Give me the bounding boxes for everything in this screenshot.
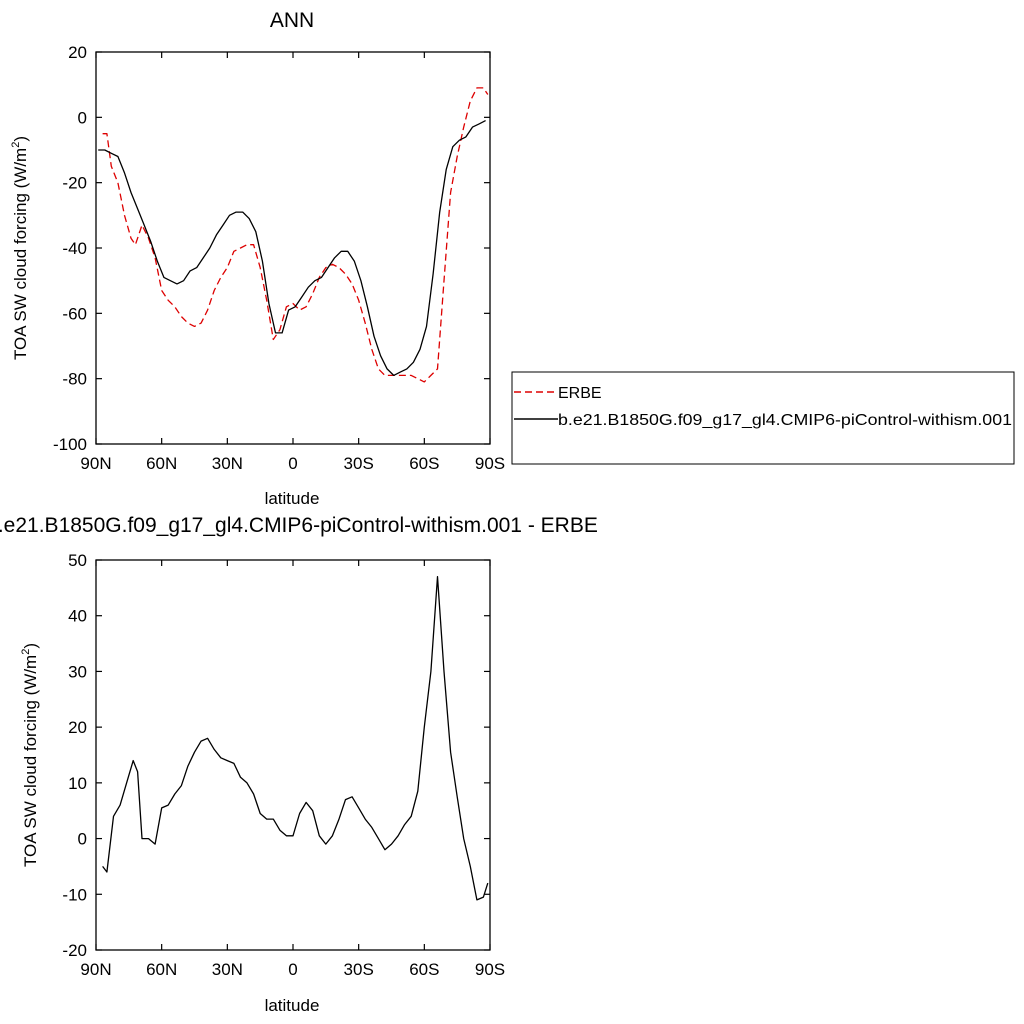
top-x-tick-label: 90N	[80, 454, 111, 473]
top-y-tick-label: -40	[62, 239, 87, 258]
bottom-y-tick-label: 30	[68, 662, 87, 681]
bottom-series-layer	[102, 576, 489, 901]
top-y-axis-label-exponent: 2	[10, 142, 22, 148]
bottom-y-axis-label: TOA SW cloud forcing (W/m2)	[20, 643, 40, 867]
top-y-tick-label: -60	[62, 304, 87, 323]
top-panel: ANN 90N 60N 30N 0 30S 60S 90S 20 0 -20 -40 -60 -80 -1…	[10, 9, 505, 508]
bottom-y-tick-label: -10	[62, 885, 87, 904]
legend-label-erbe: ERBE	[558, 385, 602, 402]
bottom-x-tick-label: 30N	[212, 960, 243, 979]
bottom-series-line-model	[102, 576, 489, 901]
bottom-plot-frame	[95, 559, 491, 951]
bottom-y-tick-label: 50	[68, 551, 87, 570]
top-y-tick-label: -80	[62, 370, 87, 389]
top-x-tick-label: 60S	[409, 454, 439, 473]
top-y-axis-label: TOA SW cloud forcing (W/m2)	[10, 136, 30, 360]
top-x-tick-label: 90S	[475, 454, 505, 473]
top-series-line-model	[98, 120, 486, 377]
bottom-chart-title: b.e21.B1850G.f09_g17_gl4.CMIP6-piControl…	[0, 514, 598, 537]
bottom-x-tick-label: 60N	[146, 960, 177, 979]
top-y-tick-label: -20	[62, 174, 87, 193]
top-chart-title: ANN	[270, 9, 314, 32]
top-x-axis-label: latitude	[265, 489, 320, 508]
bottom-y-tick-label: 20	[68, 718, 87, 737]
top-y-tick-label: 20	[68, 43, 87, 62]
bottom-y-axis-label-main: TOA SW cloud forcing (W/m	[21, 655, 40, 867]
bottom-y-axis-label-close: )	[21, 643, 40, 649]
bottom-y-tick-label: 0	[78, 830, 87, 849]
top-series-layer	[98, 87, 489, 383]
top-x-tick-label: 60N	[146, 454, 177, 473]
bottom-panel: b.e21.B1850G.f09_g17_gl4.CMIP6-piControl…	[0, 514, 598, 1015]
bottom-x-axis-label: latitude	[265, 996, 320, 1015]
legend-label-model: b.e21.B1850G.f09_g17_gl4.CMIP6-piControl…	[558, 412, 1012, 429]
top-y-axis-label-main: TOA SW cloud forcing (W/m	[11, 148, 30, 360]
bottom-y-tick-label: 40	[68, 607, 87, 626]
top-y-axis-label-close: )	[11, 136, 30, 142]
top-x-tick-label: 0	[288, 454, 297, 473]
bottom-x-tick-label: 60S	[409, 960, 439, 979]
legend-box	[511, 371, 1015, 465]
legend: ERBE b.e21.B1850G.f09_g17_gl4.CMIP6-piCo…	[511, 371, 1015, 465]
bottom-y-tick-label: 10	[68, 774, 87, 793]
top-series-line-erbe	[102, 87, 489, 383]
top-plot-frame	[95, 51, 491, 445]
top-x-tick-label: 30N	[212, 454, 243, 473]
bottom-y-tick-label: -20	[62, 941, 87, 960]
bottom-x-tick-label: 90N	[80, 960, 111, 979]
top-y-tick-label: -100	[53, 435, 87, 454]
top-x-tick-label: 30S	[344, 454, 374, 473]
bottom-axis-ticks: 90N 60N 30N 0 30S 60S 90S 50 40 30 20 10 0 -10 -20	[62, 551, 505, 979]
top-y-tick-label: 0	[78, 108, 87, 127]
top-axis-ticks: 90N 60N 30N 0 30S 60S 90S 20 0 -20 -40 -60 -80 -100	[53, 43, 505, 473]
bottom-y-axis-label-exponent: 2	[20, 649, 32, 655]
bottom-x-tick-label: 0	[288, 960, 297, 979]
bottom-x-tick-label: 90S	[475, 960, 505, 979]
bottom-x-tick-label: 30S	[344, 960, 374, 979]
